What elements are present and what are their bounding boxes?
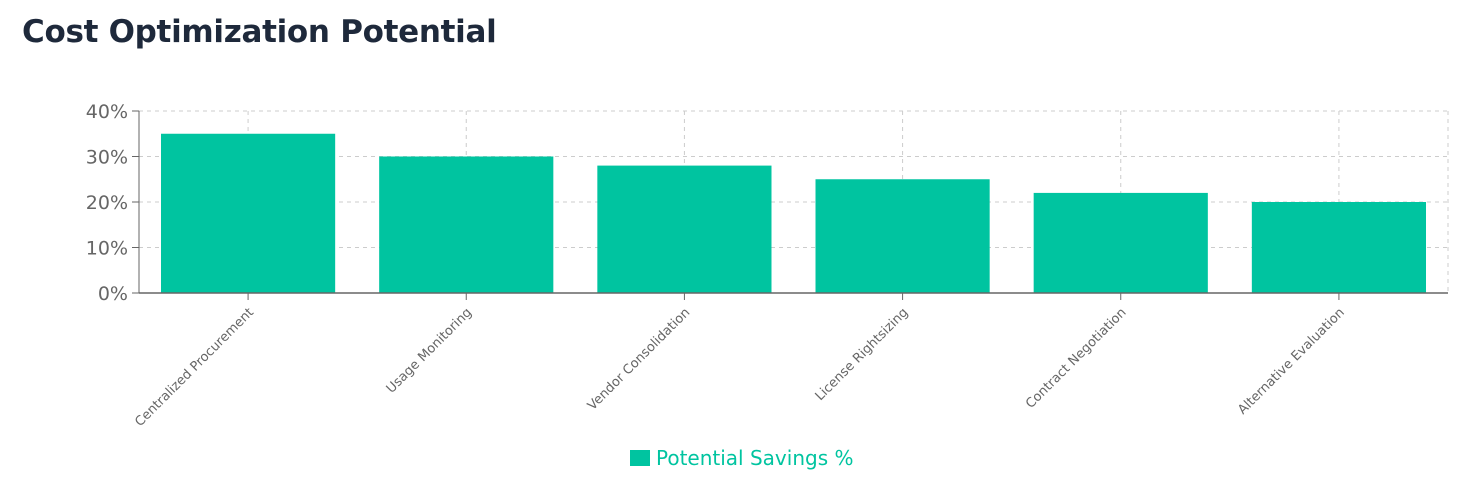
page-title: Cost Optimization Potential (22, 14, 497, 50)
legend-label: Potential Savings % (656, 446, 854, 470)
legend-swatch (630, 450, 650, 466)
bar[interactable] (1251, 202, 1426, 293)
bar[interactable] (379, 156, 554, 294)
y-tick-labels: 0% 10% 20% 30% 40% (86, 101, 128, 305)
bar[interactable] (1033, 192, 1208, 293)
x-tick-labels: Centralized Procurement Usage Monitoring V… (132, 305, 1347, 430)
bar[interactable] (161, 133, 336, 293)
y-tick-label: 0% (98, 283, 128, 305)
y-tick-label: 10% (86, 238, 128, 260)
bar[interactable] (597, 165, 772, 293)
x-tick-label: Alternative Evaluation (1235, 305, 1347, 417)
axes (132, 110, 1448, 300)
bars (161, 133, 1426, 294)
y-tick-label: 40% (86, 101, 128, 123)
x-tick-label: Contract Negotiation (1023, 305, 1129, 411)
y-tick-label: 20% (86, 192, 128, 214)
grid-lines (139, 110, 1449, 293)
legend[interactable]: Potential Savings % (630, 446, 853, 470)
x-tick-label: Usage Monitoring (384, 305, 475, 396)
x-tick-label: Centralized Procurement (132, 305, 257, 430)
x-tick-label: Vendor Consolidation (585, 305, 693, 413)
y-tick-label: 30% (86, 147, 128, 169)
bar[interactable] (815, 179, 990, 293)
x-tick-label: License Rightsizing (813, 305, 912, 404)
